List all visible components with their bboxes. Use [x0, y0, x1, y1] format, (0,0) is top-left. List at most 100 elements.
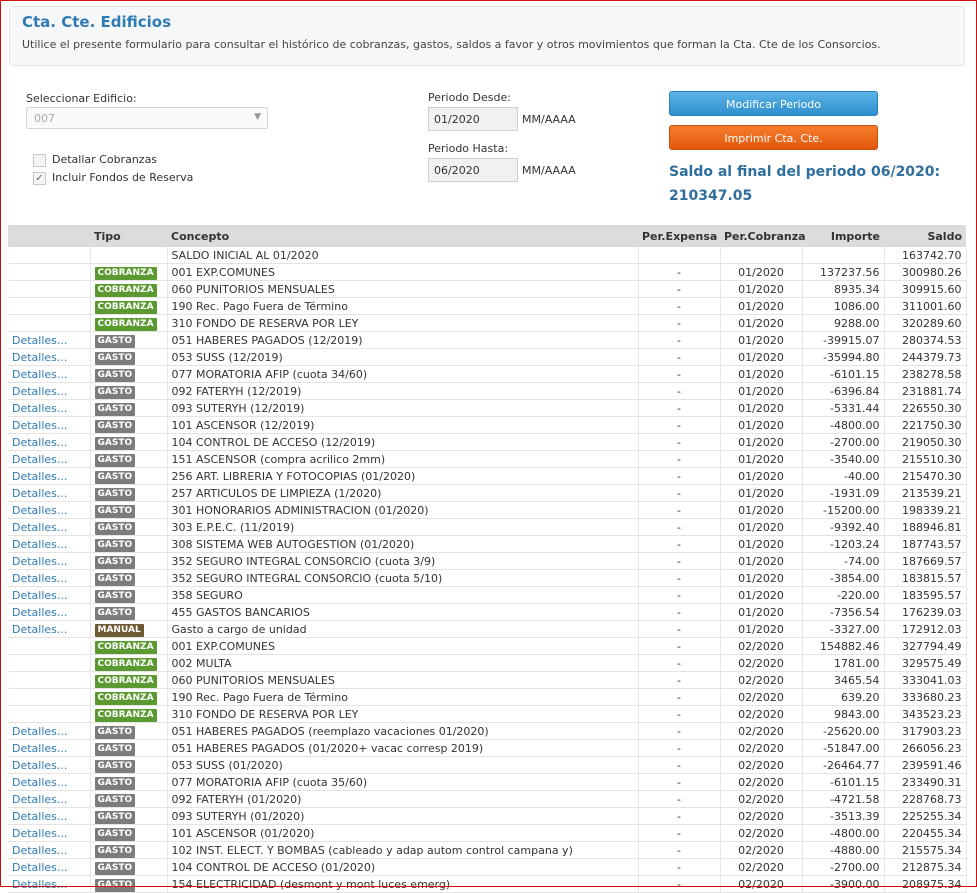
saldo-cell: 163742.70: [884, 247, 967, 264]
detalles-link[interactable]: Detalles...: [12, 741, 68, 755]
saldo-cell: 183815.57: [884, 569, 967, 587]
tipo-badge: GASTO: [94, 334, 136, 348]
per-expensa-cell: -: [638, 756, 721, 774]
importe-cell: -4721.58: [802, 790, 885, 808]
detalles-link[interactable]: Detalles...: [12, 384, 68, 398]
per-cobranza-cell: 01/2020: [720, 348, 803, 366]
detalles-link[interactable]: Detalles...: [12, 503, 68, 517]
detalles-link[interactable]: Detalles...: [12, 333, 68, 347]
per-expensa-cell: -: [638, 467, 721, 485]
saldo-cell: 226550.30: [884, 399, 967, 417]
tipo-cell: COBRANZA: [90, 705, 168, 723]
tipo-cell: GASTO: [90, 433, 168, 451]
detallar-cobranzas-checkbox[interactable]: [33, 154, 46, 167]
detalles-link[interactable]: Detalles...: [12, 588, 68, 602]
periodo-desde-input[interactable]: 01/2020: [428, 107, 518, 131]
table-row: Detalles... GASTO 358 SEGURO -01/2020 -220.0…: [8, 586, 967, 604]
importe-cell: -5331.44: [802, 399, 885, 417]
detalles-cell: Detalles...: [8, 365, 91, 383]
tipo-badge: COBRANZA: [94, 657, 157, 671]
table-row: Detalles... GASTO 303 E.P.E.C. (11/2019) -0…: [8, 518, 967, 536]
per-expensa-cell: -: [638, 841, 721, 859]
concepto-cell: 077 MORATORIA AFIP (cuota 34/60): [167, 365, 639, 383]
concepto-cell: 051 HABERES PAGADOS (12/2019): [167, 331, 639, 349]
detalles-link[interactable]: Detalles...: [12, 605, 68, 619]
detalles-cell: Detalles...: [8, 399, 91, 417]
saldo-cell: 244379.73: [884, 348, 967, 366]
table-row: Detalles... GASTO 301 HONORARIOS ADMINISTR…: [8, 501, 967, 519]
detalles-link[interactable]: Detalles...: [12, 571, 68, 585]
detalles-link[interactable]: Detalles...: [12, 622, 68, 636]
detalles-link[interactable]: Detalles...: [12, 435, 68, 449]
incluir-fondos-checkbox[interactable]: ✓: [33, 172, 46, 185]
detalles-link[interactable]: Detalles...: [12, 520, 68, 534]
detalles-link[interactable]: Detalles...: [12, 469, 68, 483]
detalles-cell: Detalles...: [8, 450, 91, 468]
imprimir-cta-cte-button[interactable]: Imprimir Cta. Cte.: [669, 125, 878, 150]
tipo-cell: GASTO: [90, 722, 168, 740]
detalles-link[interactable]: Detalles...: [12, 792, 68, 806]
concepto-cell: SALDO INICIAL AL 01/2020: [167, 247, 639, 264]
tipo-cell: COBRANZA: [90, 297, 168, 315]
detalles-cell: Detalles...: [8, 382, 91, 400]
detalles-link[interactable]: Detalles...: [12, 843, 68, 857]
per-cobranza-cell: 01/2020: [720, 297, 803, 315]
saldo-final-label: Saldo al final del periodo 06/2020:: [669, 164, 941, 180]
detalles-link[interactable]: Detalles...: [12, 401, 68, 415]
table-row: Detalles... GASTO 102 INST. ELECT. Y BOMBA…: [8, 841, 967, 859]
saldo-cell: 320289.60: [884, 314, 967, 332]
importe-cell: -9392.40: [802, 518, 885, 536]
concepto-cell: 358 SEGURO: [167, 586, 639, 604]
tipo-cell: GASTO: [90, 382, 168, 400]
saldo-cell: 327794.49: [884, 637, 967, 655]
edificio-label: Seleccionar Edificio:: [26, 92, 137, 105]
detalles-link[interactable]: Detalles...: [12, 724, 68, 738]
tipo-cell: GASTO: [90, 773, 168, 791]
tipo-cell: GASTO: [90, 518, 168, 536]
per-cobranza-cell: 02/2020: [720, 756, 803, 774]
periodo-hasta-input[interactable]: 06/2020: [428, 158, 518, 182]
detalles-link[interactable]: Detalles...: [12, 809, 68, 823]
edificio-select[interactable]: 007 ▼: [26, 107, 268, 129]
detalles-cell: Detalles...: [8, 620, 91, 638]
table-row: COBRANZA 190 Rec. Pago Fuera de Término -0…: [8, 297, 967, 315]
tipo-cell: GASTO: [90, 841, 168, 859]
tipo-cell: COBRANZA: [90, 688, 168, 706]
detalles-cell: Detalles...: [8, 518, 91, 536]
detalles-link[interactable]: Detalles...: [12, 826, 68, 840]
detalles-link[interactable]: Detalles...: [12, 758, 68, 772]
per-expensa-cell: -: [638, 297, 721, 315]
per-cobranza-cell: 02/2020: [720, 688, 803, 706]
tipo-badge: GASTO: [94, 742, 136, 756]
table-row: COBRANZA 001 EXP.COMUNES -02/2020 154882.46…: [8, 637, 967, 655]
detalles-link[interactable]: Detalles...: [12, 350, 68, 364]
table-row: COBRANZA 310 FONDO DE RESERVA POR LEY -01/…: [8, 314, 967, 332]
detalles-cell: Detalles...: [8, 501, 91, 519]
detalles-link[interactable]: Detalles...: [12, 554, 68, 568]
detalles-cell: Detalles...: [8, 535, 91, 553]
saldo-cell: 187743.57: [884, 535, 967, 553]
modificar-periodo-button[interactable]: Modificar Periodo: [669, 91, 878, 116]
detalles-link[interactable]: Detalles...: [12, 452, 68, 466]
detalles-link[interactable]: Detalles...: [12, 486, 68, 500]
detalles-link[interactable]: Detalles...: [12, 860, 68, 874]
per-cobranza-cell: [720, 247, 803, 264]
importe-cell: -1931.09: [802, 484, 885, 502]
per-cobranza-cell: 02/2020: [720, 875, 803, 893]
col-header-per-cobranza: Per.Cobranza: [720, 225, 806, 247]
detalles-link[interactable]: Detalles...: [12, 418, 68, 432]
per-cobranza-cell: 02/2020: [720, 824, 803, 842]
importe-cell: -3540.00: [802, 450, 885, 468]
periodo-hasta-label: Periodo Hasta:: [428, 142, 509, 155]
per-cobranza-cell: 02/2020: [720, 841, 803, 859]
importe-cell: 1781.00: [802, 654, 885, 672]
detalles-link[interactable]: Detalles...: [12, 877, 68, 891]
importe-cell: -6396.84: [802, 382, 885, 400]
detalles-link[interactable]: Detalles...: [12, 537, 68, 551]
detalles-cell: Detalles...: [8, 739, 91, 757]
detalles-link[interactable]: Detalles...: [12, 775, 68, 789]
per-cobranza-cell: 02/2020: [720, 807, 803, 825]
detalles-link[interactable]: Detalles...: [12, 367, 68, 381]
tipo-badge: GASTO: [94, 827, 136, 841]
tipo-cell: GASTO: [90, 552, 168, 570]
